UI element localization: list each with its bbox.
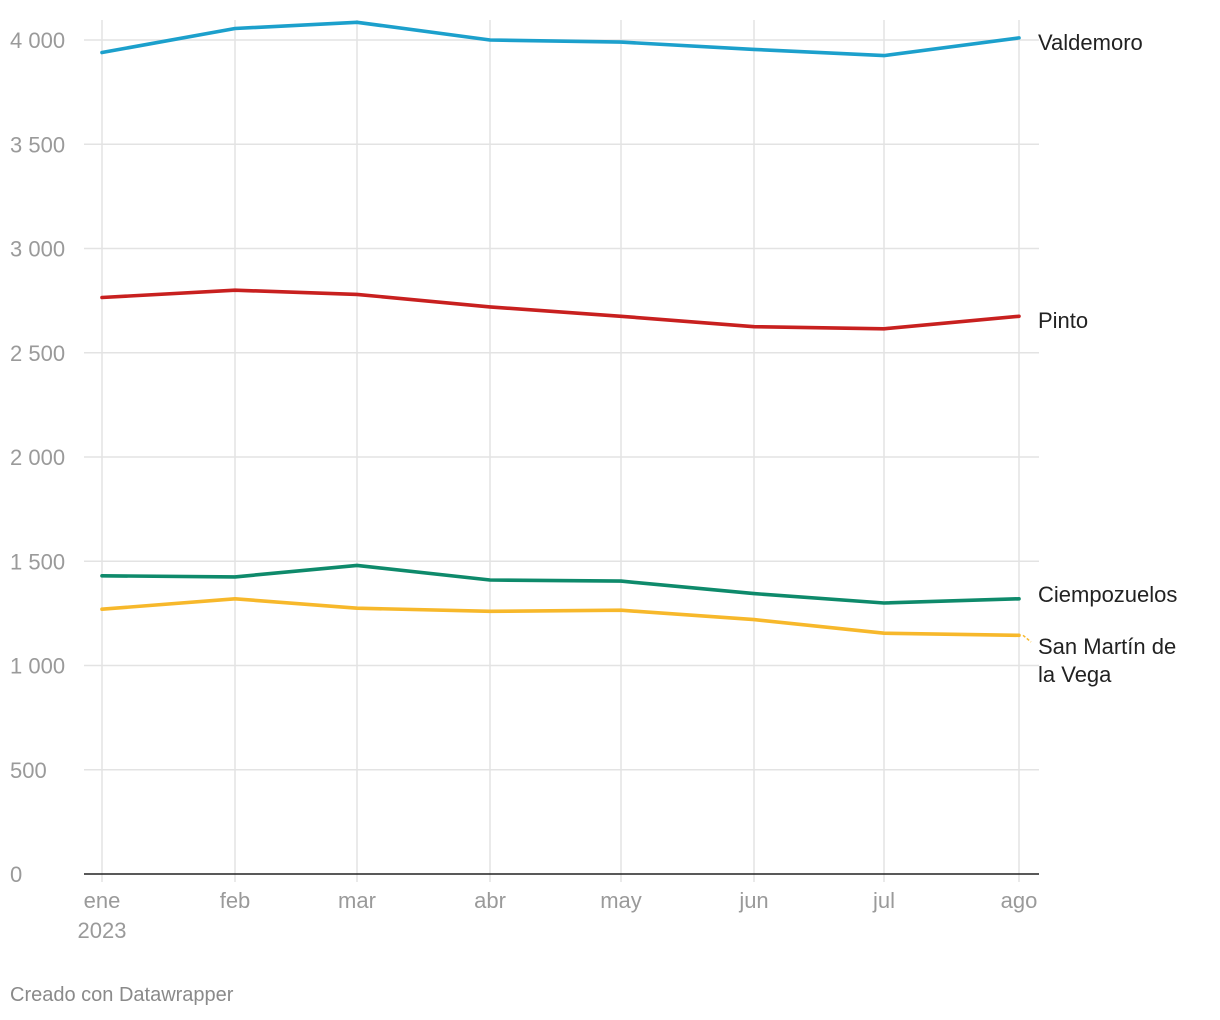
x-year-label: 2023 <box>78 918 127 943</box>
series-label: Pinto <box>1038 308 1088 333</box>
x-tick-label: ago <box>1001 888 1038 913</box>
y-tick-label: 2 500 <box>10 341 65 366</box>
series-line-2 <box>100 563 1021 605</box>
series-lines <box>100 20 1021 638</box>
series-line-0 <box>100 20 1021 58</box>
x-axis-labels: ene feb mar abr may jun jul ago 2023 <box>78 888 1038 943</box>
y-tick-label: 1 000 <box>10 654 65 679</box>
y-tick-label: 3 500 <box>10 132 65 157</box>
x-tick-label: feb <box>220 888 251 913</box>
series-label: San Martín de la Vega <box>1038 634 1176 687</box>
x-tick-label: abr <box>474 888 506 913</box>
series-label-connector <box>1022 634 1032 643</box>
series-line-3 <box>100 596 1021 638</box>
x-tick-label: jun <box>738 888 768 913</box>
x-tick-label: ene <box>84 888 121 913</box>
x-gridlines <box>101 20 1020 882</box>
y-tick-label: 1 500 <box>10 549 65 574</box>
y-axis-labels: 0 500 1 000 1 500 2 000 2 500 3 000 3 500 4 000 <box>10 28 65 887</box>
series-labels: Valdemoro Pinto Ciempozuelos San Martín de l… <box>1022 30 1177 687</box>
footer-credit: Creado con Datawrapper <box>10 984 234 1006</box>
x-tick-label: may <box>600 888 642 913</box>
x-tick-label: mar <box>338 888 376 913</box>
y-tick-label: 3 000 <box>10 237 65 262</box>
series-line-1 <box>100 288 1021 331</box>
series-label-line: la Vega <box>1038 662 1112 687</box>
y-tick-label: 0 <box>10 862 22 887</box>
y-tick-label: 2 000 <box>10 445 65 470</box>
series-label: Valdemoro <box>1038 30 1143 55</box>
series-label: Ciempozuelos <box>1038 582 1177 607</box>
y-tick-label: 4 000 <box>10 28 65 53</box>
x-tick-label: jul <box>872 888 895 913</box>
y-gridlines <box>84 39 1039 771</box>
series-label-line: San Martín de <box>1038 634 1176 659</box>
y-tick-label: 500 <box>10 758 47 783</box>
